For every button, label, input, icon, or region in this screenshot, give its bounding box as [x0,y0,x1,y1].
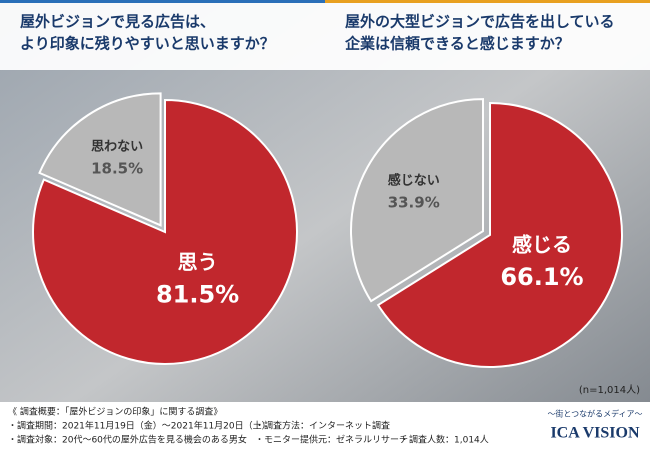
slice-value: 66.1% [500,263,583,291]
logo-tagline: 〜街とつながるメディア〜 [547,409,642,419]
chart-title: より印象に残りやすいと思いますか？ [20,35,275,53]
pie-slice [32,98,298,365]
note: ・調査方法：インターネット調査 [255,420,390,432]
pie-slice [376,101,623,368]
chart-title: 企業は信頼できると感じますか？ [344,35,570,53]
note: ・モニター提供元：ゼネラルリサーチ [255,434,408,446]
header-band [0,0,650,70]
pie-slice [350,98,485,303]
sample-note: (n=1,014人) [579,384,640,396]
slice-label: 思う [178,250,218,274]
slice-value: 18.5% [91,160,143,178]
note: 《 調査概要：「屋外ビジョンの印象」に関する調査》 [8,406,222,418]
chart-title: 屋外ビジョンで見る広告は、 [20,13,215,31]
chart-title: 屋外の大型ビジョンで広告を出している [345,13,615,31]
pie-slice [38,92,162,227]
note: ・調査人数：1,014人 [400,434,489,446]
slice-label: 感じる [512,232,572,256]
header-accent [325,0,650,3]
slice-value: 81.5% [156,281,239,309]
slice-label: 感じない [388,172,440,188]
slice-label: 思わない [91,140,143,155]
footer-band [0,402,650,450]
slice-value: 33.9% [388,193,440,211]
note: ・調査期間：2021年11月19日（金）〜2021年11月20日（土） [8,420,271,432]
note: ・調査対象：20代〜60代の屋外広告を見る機会のある男女 [8,434,247,446]
header-accent [0,0,325,3]
logo: ICA VISION [550,425,640,442]
